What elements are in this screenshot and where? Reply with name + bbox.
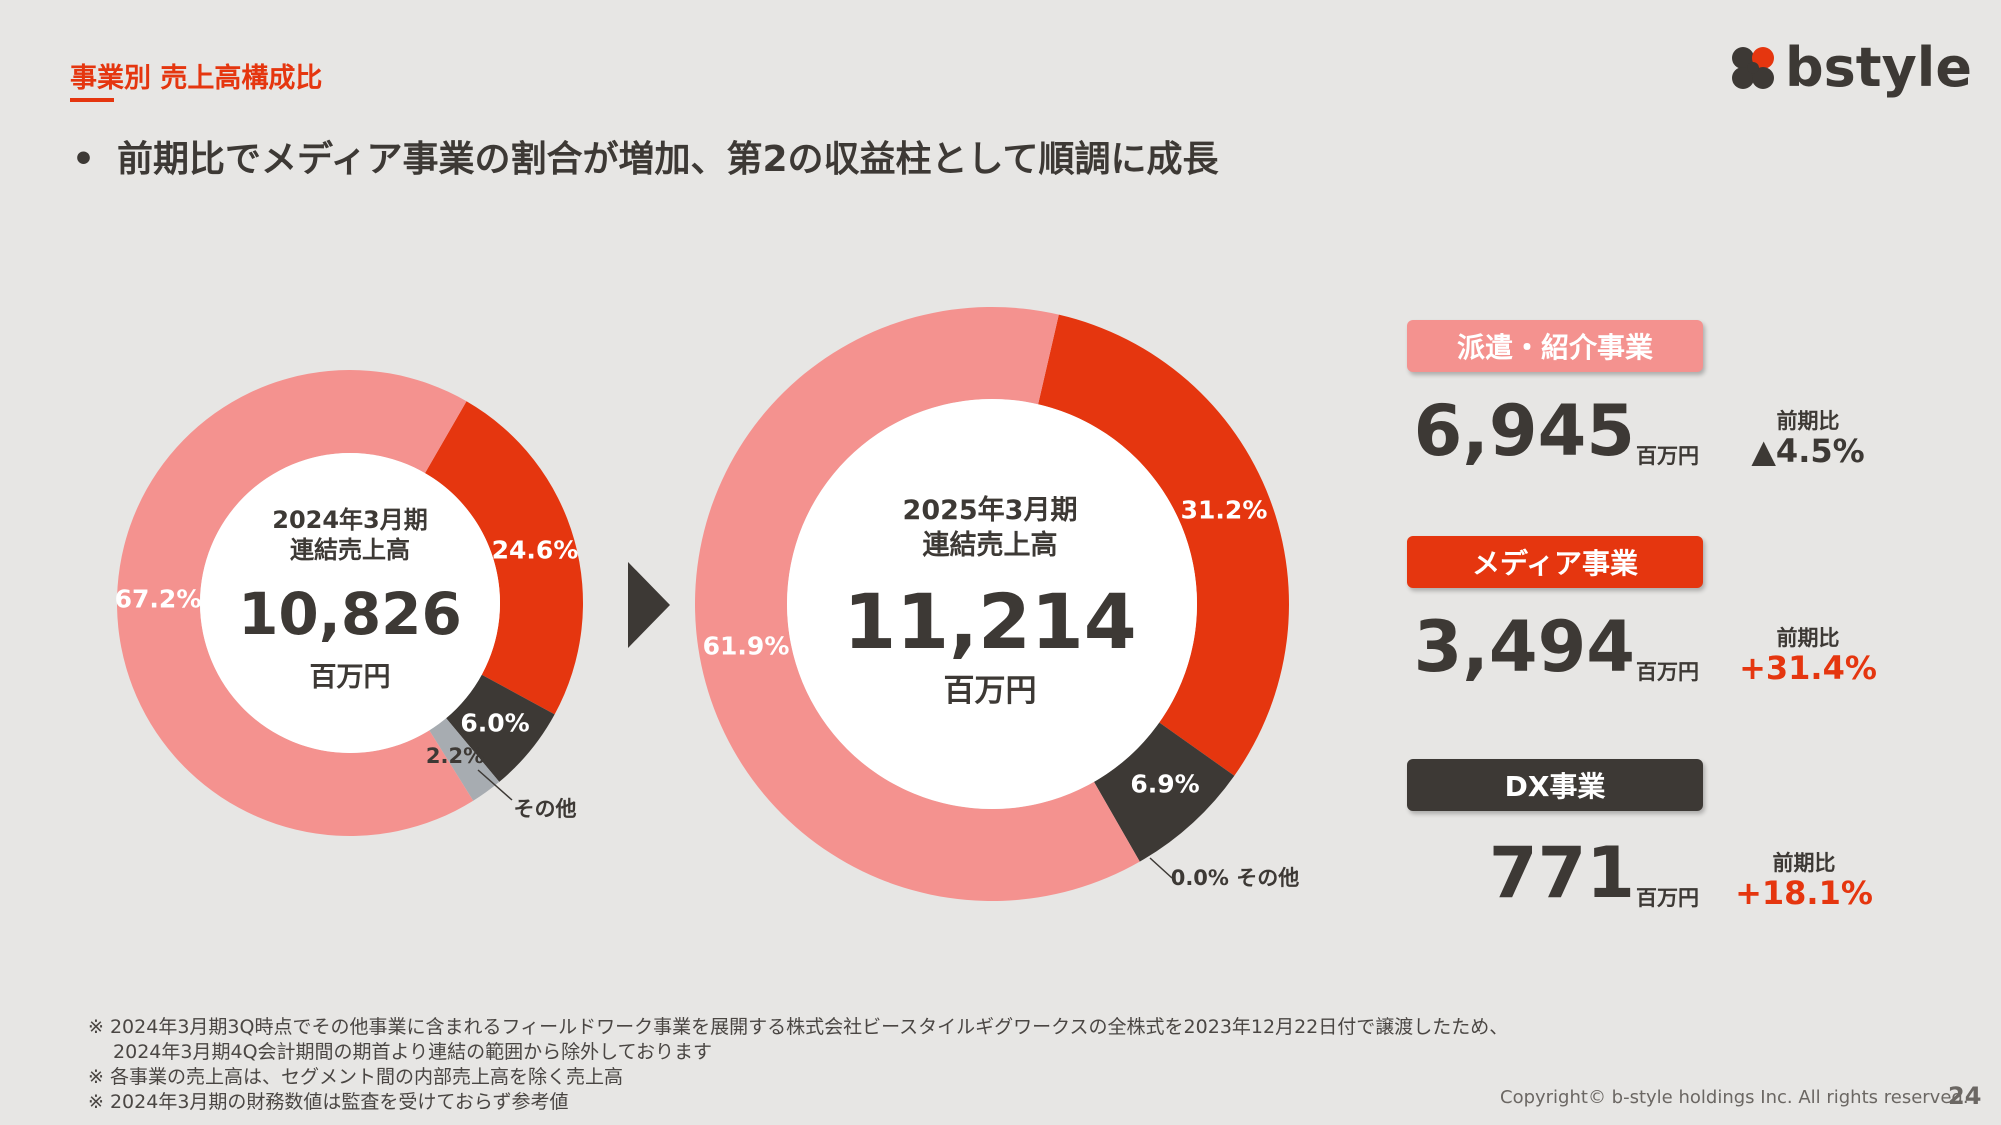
media-value: 3,494	[1413, 606, 1635, 688]
headline-text: 前期比でメディア事業の割合が増加、第2の収益柱として順調に成長	[117, 139, 1219, 180]
chart1-center-unit: 百万円	[309, 662, 391, 693]
chart1-other-label: 2.2%	[425, 744, 485, 768]
chart2-center-title: 2025年3月期 連結売上高	[860, 493, 1120, 563]
bullet: •	[72, 139, 96, 180]
chart1-center-hole	[200, 453, 500, 753]
chart2-other-callout: 0.0% その他	[1170, 866, 1300, 890]
chart2-center-hole	[787, 399, 1197, 809]
copyright: Copyright© b-style holdings Inc. All rig…	[1500, 1087, 1969, 1108]
tag-dx: DX事業	[1407, 759, 1703, 811]
chart1-media-label: 24.6%	[491, 535, 579, 565]
media-yoy-label: 前期比	[1776, 626, 1840, 650]
chart1-center-value: 10,826	[238, 580, 462, 648]
chart2-center-unit: 百万円	[943, 673, 1037, 709]
chart1-other-callout: その他	[513, 797, 577, 821]
dispatch-unit: 百万円	[1636, 444, 1699, 468]
chart2-media-label: 31.2%	[1180, 495, 1268, 525]
chart2-center-value: 11,214	[843, 577, 1137, 666]
chart1-center-title: 2024年3月期 連結売上高	[230, 505, 470, 565]
dispatch-value: 6,945	[1413, 390, 1635, 472]
chart1-dx-label: 6.0%	[460, 708, 530, 738]
chart1-slice-other	[429, 718, 500, 801]
chart2-center-title-line2: 連結売上高	[922, 530, 1058, 561]
footnote-3: ※ 2024年3月期の財務数値は監査を受けておらず参考値	[88, 1091, 569, 1113]
dx-value: 771	[1488, 832, 1635, 914]
logo-text: bstyle	[1785, 36, 1972, 99]
media-unit: 百万円	[1636, 660, 1699, 684]
dx-yoy-label: 前期比	[1772, 851, 1836, 875]
chart1-slice-media	[425, 401, 583, 715]
chart2-slice-dispatch	[694, 307, 1140, 901]
page-number: 24	[1948, 1082, 1982, 1110]
chart1-dispatch-label: 67.2%	[114, 584, 202, 614]
arrow-right-icon	[628, 562, 670, 648]
headline: • 前期比でメディア事業の割合が増加、第2の収益柱として順調に成長	[72, 130, 1218, 182]
dx-unit: 百万円	[1636, 886, 1699, 910]
footnote-2: ※ 各事業の売上高は、セグメント間の内部売上高を除く売上高	[88, 1066, 623, 1088]
chart2-other-leader	[1149, 857, 1173, 879]
chart2-slice-media	[1038, 314, 1289, 776]
tag-media: メディア事業	[1407, 536, 1703, 588]
chart1-other-leader	[477, 769, 513, 801]
media-yoy-value: +31.4%	[1739, 649, 1877, 687]
dx-yoy-value: +18.1%	[1735, 874, 1873, 912]
chart1-slice-dispatch	[117, 370, 474, 836]
chart2-dx-label: 6.9%	[1130, 769, 1200, 799]
chart1-center-title-line1: 2024年3月期	[272, 506, 428, 534]
chart1-center-title-line2: 連結売上高	[290, 536, 410, 564]
chart2-center-title-line1: 2025年3月期	[902, 495, 1078, 526]
clover-icon	[1732, 47, 1774, 89]
footnotes: ※ 2024年3月期3Q時点でその他事業に含まれるフィールドワーク事業を展開する…	[88, 1015, 1508, 1115]
chart2-slice-dx	[1094, 722, 1235, 862]
company-logo: bstyle	[1725, 36, 1972, 99]
footnote-1: ※ 2024年3月期3Q時点でその他事業に含まれるフィールドワーク事業を展開する…	[88, 1016, 1509, 1038]
section-title: 事業別 売上高構成比	[70, 63, 323, 94]
section-underline	[70, 98, 114, 102]
chart2-dispatch-label: 61.9%	[702, 631, 790, 661]
tag-dispatch: 派遣・紹介事業	[1407, 320, 1703, 372]
dispatch-yoy-label: 前期比	[1776, 409, 1840, 433]
footnote-1-cont: 2024年3月期4Q会計期間の期首より連結の範囲から除外しております	[88, 1041, 713, 1063]
chart1-slice-dx	[446, 674, 555, 782]
dispatch-yoy-value: ▲4.5%	[1751, 432, 1865, 470]
